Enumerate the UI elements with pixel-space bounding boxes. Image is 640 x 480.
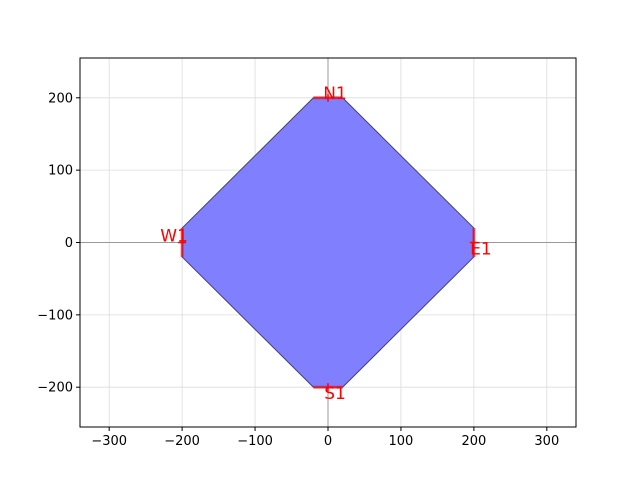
port-label-s1: S1 xyxy=(324,384,346,404)
x-tick-label: −300 xyxy=(91,434,127,449)
x-tick-label: −200 xyxy=(164,434,200,449)
x-tick-label: 200 xyxy=(461,434,486,449)
port-label-n1: N1 xyxy=(323,84,347,104)
y-axis: −200 −100 0 100 200 xyxy=(37,91,80,396)
y-tick-label: 0 xyxy=(65,236,73,251)
ports: N1 E1 S1 W1 xyxy=(160,84,491,404)
y-tick-label: −200 xyxy=(37,381,73,396)
y-tick-label: 100 xyxy=(48,164,73,179)
x-tick-label: 0 xyxy=(324,434,332,449)
y-tick-label: −100 xyxy=(37,308,73,323)
x-tick-label: 300 xyxy=(534,434,559,449)
x-tick-label: 100 xyxy=(389,434,414,449)
x-axis: −300 −200 −100 0 100 200 300 xyxy=(91,427,559,449)
x-tick-label: −100 xyxy=(237,434,273,449)
port-label-w1: W1 xyxy=(160,227,188,247)
y-tick-label: 200 xyxy=(48,91,73,106)
port-label-e1: E1 xyxy=(470,240,492,260)
